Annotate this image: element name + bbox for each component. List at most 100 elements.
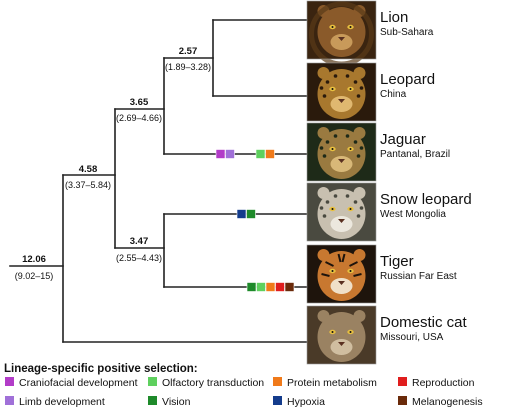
species-location: China bbox=[380, 89, 407, 100]
fur-spot bbox=[356, 94, 361, 98]
marker-olfactory bbox=[255, 149, 266, 159]
node-ci: (9.02–15) bbox=[15, 271, 54, 281]
animal-pupil bbox=[349, 331, 352, 333]
legend-swatch bbox=[398, 396, 407, 405]
fur-spot bbox=[359, 86, 364, 90]
marker-olfactory bbox=[256, 282, 266, 292]
animal-pupil bbox=[331, 88, 334, 90]
animal-muzzle bbox=[330, 34, 353, 50]
animal-pupil bbox=[331, 331, 334, 333]
node-ci: (1.89–3.28) bbox=[165, 62, 211, 72]
photo-frame bbox=[306, 122, 377, 182]
node-ci: (2.55–4.43) bbox=[116, 253, 162, 263]
fur-stripe bbox=[321, 273, 330, 277]
animal-pupil bbox=[331, 148, 334, 150]
animal-muzzle bbox=[330, 96, 353, 112]
legend-label: Melanogenesis bbox=[412, 396, 483, 408]
species-location: Missouri, USA bbox=[380, 332, 444, 343]
legend-label: Craniofacial development bbox=[19, 377, 138, 389]
node-label-root: 12.06 (9.02–15) bbox=[15, 254, 54, 281]
animal-ear bbox=[317, 67, 330, 79]
animal-pupil bbox=[349, 208, 352, 210]
marker-vision bbox=[246, 282, 257, 292]
fur-spot bbox=[356, 214, 361, 218]
animal-ear bbox=[353, 127, 366, 139]
fur-spot bbox=[356, 154, 361, 158]
fur-stripe bbox=[341, 253, 346, 263]
species-name: Jaguar bbox=[380, 131, 426, 148]
fur-spot bbox=[325, 80, 330, 84]
legend-label: Protein metabolism bbox=[287, 377, 377, 389]
animal-pupil bbox=[331, 26, 334, 28]
photo-frame bbox=[306, 182, 377, 242]
animal-ear bbox=[317, 127, 330, 139]
legend-label: Hypoxia bbox=[287, 396, 325, 408]
node-label-pantherinae: 4.58 (3.37–5.84) bbox=[65, 164, 111, 190]
species-location: Russian Far East bbox=[380, 271, 457, 282]
marker-craniofacial bbox=[215, 149, 226, 159]
animal-pupil bbox=[349, 88, 352, 90]
fur-spot bbox=[353, 80, 358, 84]
node-value: 2.57 bbox=[179, 46, 198, 57]
marker-reproduction bbox=[275, 282, 285, 292]
legend-item-reproduction: Reproduction bbox=[398, 377, 475, 389]
photo-frame bbox=[306, 0, 377, 60]
marker-protein bbox=[265, 282, 276, 292]
legend-item-craniofacial: Craniofacial development bbox=[5, 377, 138, 389]
legend-label: Olfactory transduction bbox=[162, 377, 264, 389]
fur-spot bbox=[333, 134, 338, 138]
animal-muzzle bbox=[330, 278, 353, 294]
animal-ear bbox=[353, 187, 366, 199]
animal-ear bbox=[317, 187, 330, 199]
fur-spot bbox=[322, 154, 327, 158]
animal-nose bbox=[338, 342, 345, 346]
animal-ear bbox=[353, 67, 366, 79]
marker-vision bbox=[246, 209, 256, 219]
legend-title: Lineage-specific positive selection: bbox=[4, 363, 198, 375]
species-name: Leopard bbox=[380, 71, 435, 88]
animal-pupil bbox=[349, 26, 352, 28]
species-name: Tiger bbox=[380, 253, 414, 270]
animal-ear bbox=[317, 310, 330, 322]
fur-spot bbox=[333, 194, 338, 198]
species-name: Lion bbox=[380, 9, 408, 26]
legend-swatch bbox=[148, 396, 157, 405]
marker-melanogenesis bbox=[284, 282, 295, 292]
species-name: Domestic cat bbox=[380, 314, 468, 331]
node-label-snowleopard-tiger: 3.47 (2.55–4.43) bbox=[116, 236, 162, 263]
marker-limb bbox=[225, 149, 235, 159]
fur-spot bbox=[345, 74, 350, 78]
animal-ear bbox=[353, 249, 366, 261]
legend-swatch bbox=[5, 396, 14, 405]
fur-spot bbox=[322, 94, 327, 98]
fur-spot bbox=[353, 200, 358, 204]
species-name: Snow leopard bbox=[380, 191, 472, 208]
fur-spot bbox=[359, 146, 364, 150]
animal-head bbox=[317, 189, 366, 239]
leopard-photo bbox=[306, 62, 377, 122]
node-label-lion-leopard: 2.57 (1.89–3.28) bbox=[165, 46, 211, 72]
legend-swatch bbox=[5, 377, 14, 386]
photo-frame bbox=[306, 244, 377, 304]
fur-spot bbox=[333, 74, 338, 78]
marker-hypoxia bbox=[236, 209, 247, 219]
legend-item-protein: Protein metabolism bbox=[273, 377, 377, 389]
animal-nose bbox=[338, 159, 345, 163]
legend: Lineage-specific positive selection: Cra… bbox=[4, 363, 483, 408]
animal-head bbox=[317, 69, 366, 119]
fur-spot bbox=[325, 140, 330, 144]
node-value: 4.58 bbox=[79, 164, 98, 175]
legend-item-hypoxia: Hypoxia bbox=[273, 396, 325, 408]
fur-stripe bbox=[349, 261, 358, 267]
photo-frame bbox=[306, 305, 377, 365]
fur-spot bbox=[319, 206, 324, 210]
legend-item-melanogenesis: Melanogenesis bbox=[398, 396, 483, 408]
legend-item-vision: Vision bbox=[148, 396, 191, 408]
fur-spot bbox=[345, 194, 350, 198]
